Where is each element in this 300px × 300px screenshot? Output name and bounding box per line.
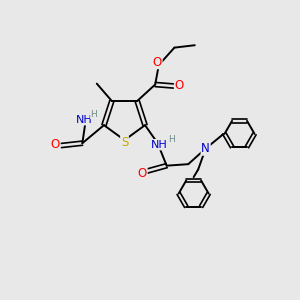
Text: S: S	[121, 136, 128, 149]
Text: N: N	[201, 142, 210, 155]
Text: O: O	[51, 138, 60, 151]
Text: O: O	[175, 79, 184, 92]
Text: NH: NH	[151, 140, 167, 150]
Text: H: H	[168, 135, 175, 144]
Text: H: H	[90, 110, 97, 119]
Text: O: O	[138, 167, 147, 180]
Text: NH: NH	[76, 115, 92, 125]
Text: O: O	[153, 56, 162, 68]
